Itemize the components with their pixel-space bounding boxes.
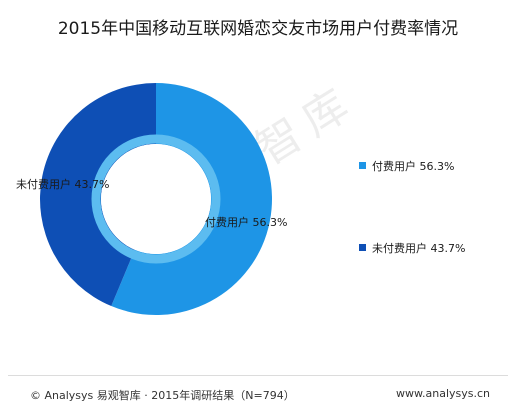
slice-label-paid: 付费用户 56.3%: [205, 215, 287, 229]
legend: 付费用户 56.3% 未付费用户 43.7%: [359, 159, 465, 255]
source-note: © Analysys 易观智库 · 2015年调研结果（N=794）: [30, 389, 295, 402]
legend-swatch-paid: [359, 162, 366, 169]
inner-ring-accent: [91, 134, 221, 264]
slice-labels: 付费用户 56.3% 未付费用户 43.7%: [16, 177, 287, 229]
chart-title: 2015年中国移动互联网婚恋交友市场用户付费率情况: [57, 19, 459, 39]
legend-label-paid: 付费用户 56.3%: [372, 159, 454, 173]
footer-divider: [8, 375, 508, 376]
legend-swatch-unpaid: [359, 244, 366, 251]
footer-url: www.analysys.cn: [396, 387, 490, 400]
slice-label-unpaid: 未付费用户 43.7%: [16, 177, 109, 191]
legend-label-unpaid: 未付费用户 43.7%: [372, 241, 465, 255]
donut-hole: [101, 144, 211, 254]
